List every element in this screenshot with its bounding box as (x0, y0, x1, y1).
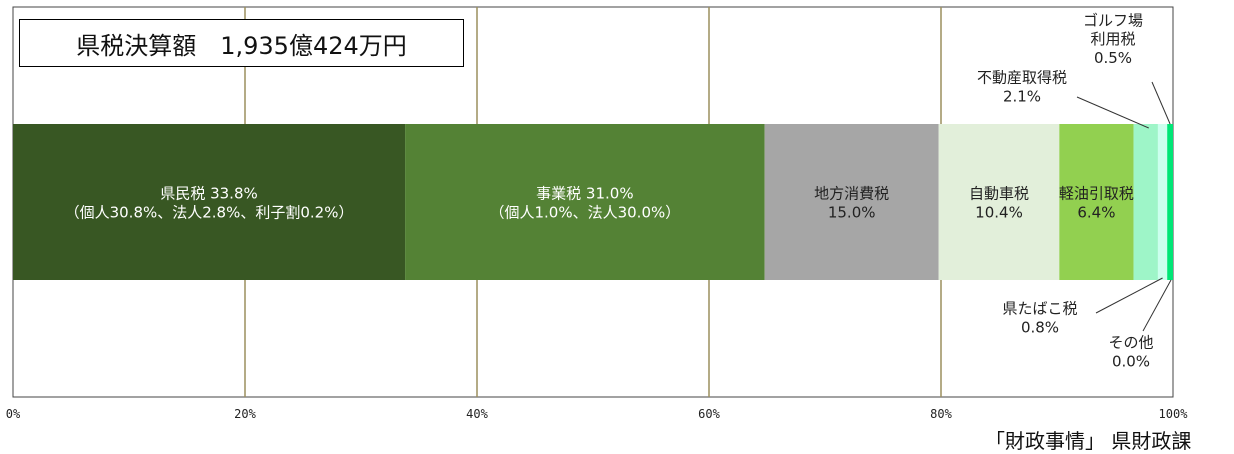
leader-line (1076, 96, 1149, 129)
data-label: その他 0.0% (1108, 334, 1153, 371)
x-tick-label: 80% (930, 407, 952, 421)
data-label: 県民税 33.8%（個人30.8%、法人2.8%、利子割0.2%） (65, 185, 354, 222)
bar-segment (1167, 124, 1173, 280)
data-label: 不動産取得税 2.1% (977, 69, 1067, 106)
leader-line (1151, 81, 1171, 125)
data-label: ゴルフ場利用税 0.5% (1083, 11, 1143, 67)
bar-segment (1133, 124, 1158, 280)
x-tick-label: 100% (1159, 407, 1189, 421)
data-label: 軽油引取税 6.4% (1059, 185, 1134, 222)
bar-segment (1157, 124, 1168, 280)
bar-segment (764, 124, 939, 280)
bar-segment (405, 124, 765, 280)
leader-line (1142, 279, 1172, 332)
data-label: 県たばこ税 0.8% (1002, 300, 1077, 337)
data-label: 事業税 31.0%（個人1.0%、法人30.0%） (489, 185, 680, 222)
bar-segment (1059, 124, 1134, 280)
leader-line (1095, 277, 1163, 314)
source-note: 「財政事情」 県財政課 (985, 429, 1192, 453)
chart-title: 県税決算額 1,935億424万円 (19, 19, 464, 67)
x-tick-label: 40% (466, 407, 488, 421)
bar-segment (938, 124, 1060, 280)
x-tick-label: 20% (234, 407, 256, 421)
data-label: 地方消費税 15.0% (814, 185, 889, 222)
bar-segment (13, 124, 406, 280)
x-tick-label: 60% (698, 407, 720, 421)
data-label: 自動車税 10.4% (969, 185, 1029, 222)
x-tick-label: 0% (6, 407, 21, 421)
